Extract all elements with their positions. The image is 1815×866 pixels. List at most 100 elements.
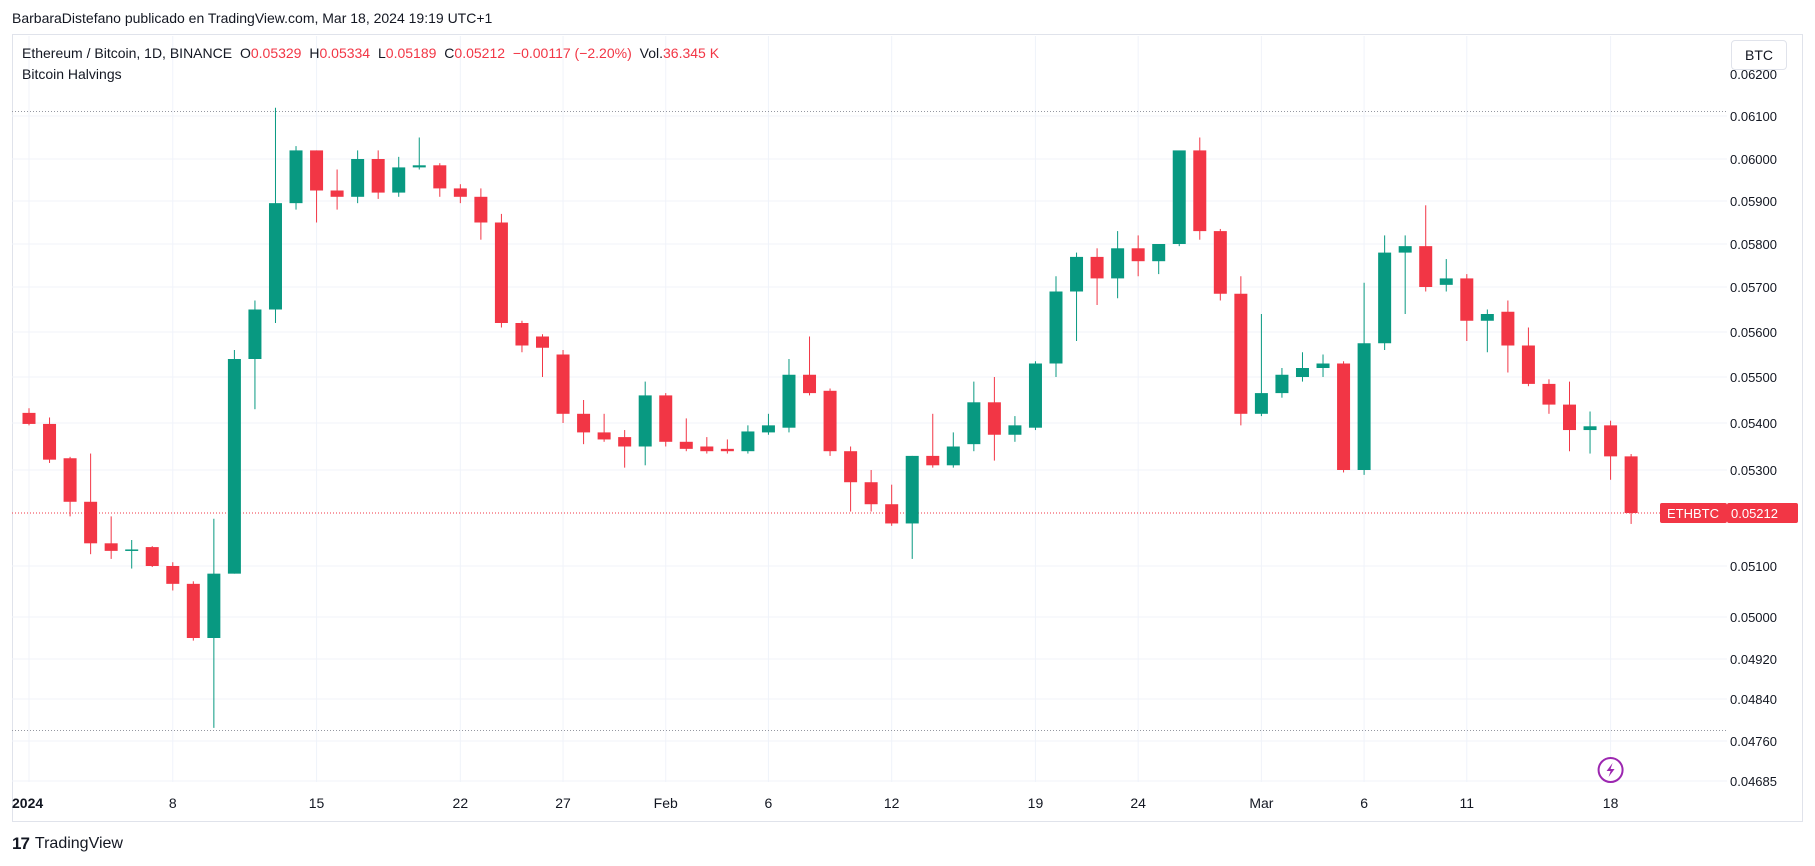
y-tick-label: 0.04685 xyxy=(1730,774,1777,789)
candle-body xyxy=(1008,425,1022,435)
candle-body xyxy=(618,437,632,447)
candle-body xyxy=(1316,363,1330,368)
candle xyxy=(1213,228,1227,301)
candle-body xyxy=(844,451,858,483)
lightning-icon[interactable] xyxy=(1597,757,1624,783)
candle-body xyxy=(556,354,570,414)
candle-body xyxy=(22,412,36,424)
candle xyxy=(700,437,714,454)
grid-lines xyxy=(12,36,1727,782)
candle xyxy=(22,408,36,426)
symbol-tag-label: ETHBTC xyxy=(1667,506,1719,521)
candle xyxy=(1501,300,1515,373)
candle-body xyxy=(474,196,488,223)
candle-body xyxy=(679,441,693,449)
candle-body xyxy=(412,165,426,168)
x-tick-label: 2024 xyxy=(12,795,43,811)
candle-body xyxy=(1604,425,1618,457)
candle xyxy=(844,446,858,512)
candle xyxy=(1542,379,1556,414)
candle xyxy=(556,350,570,423)
candle xyxy=(1275,368,1289,398)
candle xyxy=(310,150,324,223)
candle-body xyxy=(310,150,324,191)
candle-body xyxy=(1172,150,1186,244)
candle-body xyxy=(227,359,241,574)
x-tick-label: 12 xyxy=(884,795,900,811)
candle-body xyxy=(1028,363,1042,428)
symbol-name[interactable]: Ethereum / Bitcoin, 1D, BINANCE xyxy=(22,45,233,61)
currency-button[interactable]: BTC xyxy=(1731,40,1787,70)
candle-body xyxy=(761,425,775,433)
change-value: −0.00117 (−2.20%) xyxy=(512,45,632,61)
low-label: L xyxy=(377,45,386,61)
candle-body xyxy=(1542,383,1556,405)
y-tick-label: 0.05700 xyxy=(1730,280,1777,295)
footer-brand[interactable]: 17 TradingView xyxy=(12,834,123,854)
candle xyxy=(166,562,180,591)
candle xyxy=(1378,235,1392,350)
candle-body xyxy=(494,222,508,323)
candle-body xyxy=(741,431,755,452)
candle-body xyxy=(145,547,159,566)
candle-body xyxy=(659,395,673,442)
candle xyxy=(1624,454,1638,524)
y-tick-label: 0.05800 xyxy=(1730,237,1777,252)
x-tick-label: 22 xyxy=(453,795,469,811)
indicator-name[interactable]: Bitcoin Halvings xyxy=(22,66,122,82)
time-axis: 2024 8 15 22 27 Feb 6 12 19 24 Mar 6 11 18 xyxy=(12,795,1619,811)
candle xyxy=(43,417,57,463)
candle xyxy=(289,146,303,210)
candle-body xyxy=(268,203,282,310)
candle xyxy=(987,377,1001,461)
candle-body xyxy=(1295,368,1309,377)
y-tick-label: 0.06100 xyxy=(1730,109,1777,124)
x-tick-label: 11 xyxy=(1460,795,1475,811)
candle xyxy=(392,156,406,197)
candle-body xyxy=(1193,150,1207,232)
candle-body xyxy=(104,543,118,551)
x-tick-label: 18 xyxy=(1603,795,1619,811)
candle-body xyxy=(289,150,303,204)
candle xyxy=(494,213,508,328)
y-tick-label: 0.05300 xyxy=(1730,463,1777,478)
candle xyxy=(1563,381,1576,452)
x-tick-label: 27 xyxy=(555,795,571,811)
candle xyxy=(1152,244,1166,275)
candle-body xyxy=(351,159,365,197)
candle xyxy=(761,413,775,435)
y-tick-label: 0.05500 xyxy=(1730,370,1777,385)
y-tick-label: 0.05000 xyxy=(1730,610,1777,625)
candle xyxy=(823,388,837,456)
candle xyxy=(104,516,118,559)
candle xyxy=(926,413,940,468)
x-tick-label: 15 xyxy=(309,795,325,811)
candle xyxy=(1337,361,1351,473)
halving-bolt xyxy=(1606,763,1615,777)
candle-body xyxy=(1337,363,1351,470)
y-tick-label: 0.05400 xyxy=(1730,416,1777,431)
candle xyxy=(1193,137,1207,240)
candle xyxy=(1480,309,1494,353)
price-axis: 0.06200 0.06100 0.06000 0.05900 0.05800 0.057… xyxy=(1728,36,1800,789)
candle xyxy=(1172,150,1186,247)
candle xyxy=(1583,411,1597,454)
candles xyxy=(22,107,1638,728)
candle-body xyxy=(1460,278,1474,321)
candle xyxy=(330,169,344,210)
candle-body xyxy=(248,309,262,359)
candle xyxy=(268,107,282,323)
candle-body xyxy=(864,482,878,505)
candle xyxy=(741,425,755,454)
candle xyxy=(1028,361,1042,431)
candle xyxy=(1357,282,1371,475)
candle-body xyxy=(823,390,837,452)
candle xyxy=(577,400,591,445)
candle xyxy=(536,334,549,377)
candle xyxy=(207,518,221,728)
candle xyxy=(1111,231,1125,299)
candle xyxy=(1439,259,1453,292)
candle xyxy=(885,484,899,526)
y-tick-label: 0.06000 xyxy=(1730,152,1777,167)
